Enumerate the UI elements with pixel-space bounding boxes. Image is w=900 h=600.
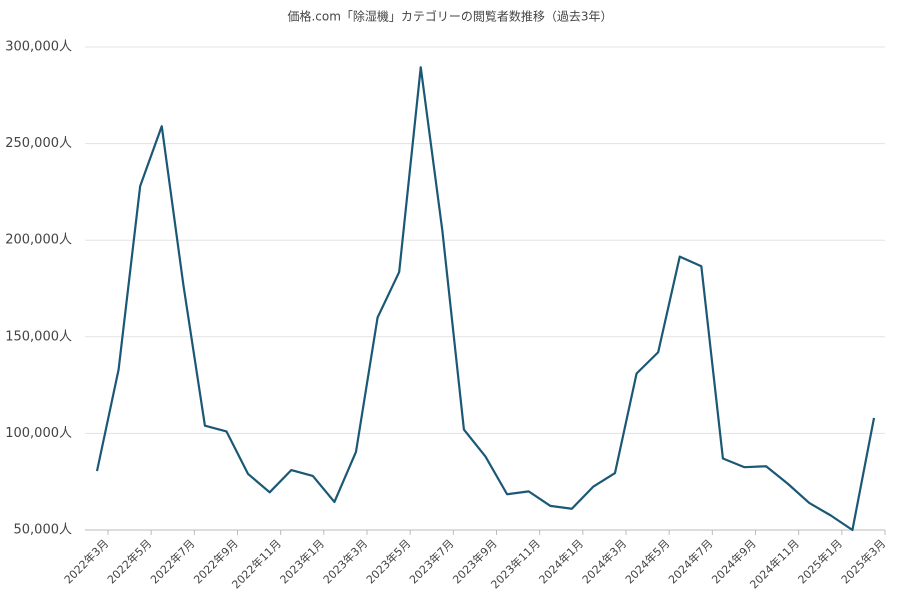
x-tick-label: 2022年5月 <box>104 536 154 586</box>
x-tick-label: 2023年7月 <box>406 536 456 586</box>
x-tick-label: 2022年3月 <box>61 536 111 586</box>
y-tick-label: 50,000人 <box>14 523 73 538</box>
y-tick-label: 250,000人 <box>5 136 72 151</box>
x-tick-label: 2025年1月 <box>795 536 845 586</box>
y-tick-label: 300,000人 <box>5 40 72 55</box>
y-tick-label: 100,000人 <box>5 426 72 441</box>
y-tick-label: 150,000人 <box>5 329 72 344</box>
x-tick-label: 2023年3月 <box>320 536 370 586</box>
x-tick-label: 2025年3月 <box>838 536 888 586</box>
x-tick-label: 2023年5月 <box>363 536 413 586</box>
x-tick-label: 2024年5月 <box>622 536 672 586</box>
x-tick-label: 2024年1月 <box>536 536 586 586</box>
line-series <box>95 66 876 532</box>
x-tick-label: 2024年3月 <box>579 536 629 586</box>
chart-title: 価格.com「除湿機」カテゴリーの閲覧者数推移（過去3年） <box>287 9 612 24</box>
x-tick-label: 2022年7月 <box>147 536 197 586</box>
x-tick-label: 2023年1月 <box>277 536 327 586</box>
x-tick-label: 2024年7月 <box>665 536 715 586</box>
y-tick-label: 200,000人 <box>5 233 72 248</box>
